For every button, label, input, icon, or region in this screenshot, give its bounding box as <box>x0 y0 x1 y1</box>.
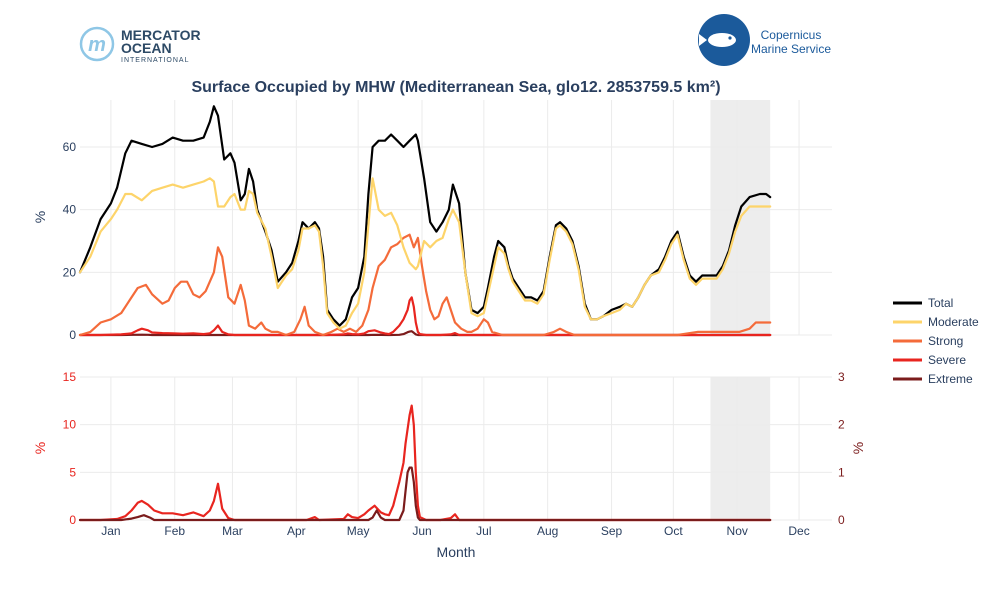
x-tick-label: Oct <box>664 524 683 538</box>
top-panel: 0 20 40 60 <box>63 100 832 342</box>
bottom-left-y-tick-label: 0 <box>69 513 76 527</box>
bottom-right-y-axis-title: % <box>850 442 866 454</box>
x-axis: Jan Feb Mar Apr May Jun Jul Aug Sep Oct Nov Dec <box>101 524 809 538</box>
copernicus-line1: Copernicus <box>761 28 822 42</box>
bottom-series-extreme <box>78 466 772 522</box>
chart-title: Surface Occupied by MHW (Mediterranean S… <box>191 79 720 96</box>
top-y-tick-label: 40 <box>63 203 77 217</box>
bottom-right-y-tick-label: 2 <box>838 418 845 432</box>
mercator-line2: OCEAN <box>121 40 172 56</box>
bottom-left-y-tick-label: 15 <box>63 370 77 384</box>
x-tick-label: Jun <box>412 524 431 538</box>
top-series-extreme <box>78 330 772 337</box>
legend: Total Moderate Strong Severe Extreme <box>893 296 979 386</box>
x-tick-label: May <box>347 524 370 538</box>
legend-label-extreme[interactable]: Extreme <box>928 372 973 386</box>
mercator-m-glyph: m <box>88 34 106 56</box>
top-series-total <box>78 105 772 327</box>
bottom-left-y-tick-label: 10 <box>63 418 77 432</box>
top-y-axis-title: % <box>32 211 48 223</box>
bottom-right-y-tick-label: 0 <box>838 513 845 527</box>
x-tick-label: Sep <box>601 524 623 538</box>
x-tick-label: Nov <box>727 524 748 538</box>
x-tick-label: Apr <box>287 524 306 538</box>
x-tick-label: Aug <box>537 524 558 538</box>
mercator-line3: INTERNATIONAL <box>121 57 190 64</box>
bottom-left-y-tick-label: 5 <box>69 465 76 479</box>
top-y-tick-label: 0 <box>69 328 76 342</box>
bottom-panel: 0 5 10 15 0 1 2 3 <box>63 370 845 527</box>
mercator-line1: MERCATOR <box>121 27 201 43</box>
copernicus-line2: Marine Service <box>751 42 831 56</box>
top-y-tick-label: 20 <box>63 265 77 279</box>
legend-label-strong[interactable]: Strong <box>928 334 963 348</box>
forecast-shade-bottom <box>710 377 771 520</box>
legend-label-total[interactable]: Total <box>928 296 953 310</box>
mercator-m-icon <box>79 26 115 62</box>
legend-label-severe[interactable]: Severe <box>928 353 966 367</box>
legend-label-moderate[interactable]: Moderate <box>928 315 979 329</box>
x-tick-label: Feb <box>164 524 185 538</box>
top-series-severe <box>78 296 772 337</box>
bottom-right-y-tick-label: 1 <box>838 465 845 479</box>
top-y-tick-label: 60 <box>63 140 77 154</box>
x-tick-label: Mar <box>222 524 243 538</box>
bottom-series-severe <box>78 404 772 522</box>
x-tick-label: Jan <box>101 524 120 538</box>
x-tick-label: Dec <box>788 524 809 538</box>
bottom-right-y-tick-label: 3 <box>838 370 845 384</box>
x-axis-title: Month <box>437 544 476 560</box>
bottom-left-y-axis-title: % <box>32 442 48 454</box>
x-tick-label: Jul <box>476 524 491 538</box>
copernicus-logo: Copernicus Marine Service <box>698 14 831 66</box>
top-series-strong <box>78 233 772 337</box>
top-series-moderate <box>78 177 772 330</box>
mercator-ocean-logo: m MERCATOR OCEAN INTERNATIONAL <box>79 26 201 64</box>
